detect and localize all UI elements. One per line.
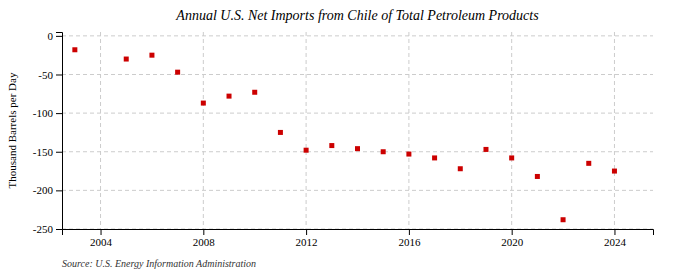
- x-tick: 2016: [398, 229, 421, 248]
- x-tick-mark: [203, 229, 204, 235]
- x-axis: 2004 2008 2012 2016 2020 2024: [63, 229, 654, 248]
- y-axis-title: Thousand Barrels per Day: [6, 72, 18, 188]
- point: [483, 147, 488, 152]
- y-tick-mark: [56, 74, 62, 75]
- y-tick-label: -100: [33, 107, 54, 119]
- point: [432, 155, 437, 160]
- point: [175, 70, 180, 75]
- y-tick-label: -150: [33, 146, 54, 158]
- x-tick-mark: [306, 229, 307, 235]
- point: [124, 57, 129, 62]
- y-tick-mark: [56, 229, 62, 230]
- point: [329, 143, 334, 148]
- x-grid-line: [203, 32, 204, 229]
- y-grid-line: [62, 151, 653, 152]
- x-tick-mark: [101, 229, 102, 235]
- y-tick: -250: [33, 223, 62, 235]
- title: Annual U.S. Net Imports from Chile of To…: [175, 8, 539, 23]
- y-tick-mark: [56, 152, 62, 153]
- point: [252, 90, 257, 95]
- x-axis-line: [63, 230, 654, 236]
- point: [201, 101, 206, 106]
- y-tick-mark: [56, 113, 62, 114]
- plot-area: 2004 2008 2012 2016 2020 2024 0 -50 -100 -150 -200…: [33, 30, 654, 248]
- point: [406, 152, 411, 157]
- y-grid-line: [62, 74, 653, 75]
- x-tick-label: 2004: [90, 236, 113, 248]
- x-grid-line: [100, 32, 101, 229]
- x-tick: 2004: [90, 229, 113, 248]
- y-tick: -200: [33, 184, 62, 196]
- x-tick: 2024: [604, 229, 627, 248]
- y-tick: -50: [38, 69, 62, 81]
- x-grid-line: [306, 32, 307, 229]
- point: [355, 146, 360, 151]
- chart: 2004 2008 2012 2016 2020 2024 0 -50 -100 -150 -200…: [0, 0, 675, 275]
- y-tick: 0: [48, 30, 63, 42]
- y-tick-label: -200: [33, 184, 54, 196]
- y-grid-line: [62, 190, 653, 191]
- point: [586, 161, 591, 166]
- y-tick: -150: [33, 146, 62, 158]
- x-grid-line: [614, 32, 615, 229]
- x-tick-mark: [614, 229, 615, 235]
- point: [612, 169, 617, 174]
- x-tick-mark: [409, 229, 410, 235]
- y-axis-line: [56, 33, 63, 230]
- grid: [62, 32, 653, 229]
- point: [227, 94, 232, 99]
- point: [381, 149, 386, 154]
- y-axis: 0 -50 -100 -150 -200 -250: [33, 30, 63, 235]
- x-grid-line: [408, 32, 409, 229]
- x-grid-line: [511, 32, 512, 229]
- x-tick: 2008: [193, 229, 216, 248]
- point: [535, 174, 540, 179]
- y-grid-line: [62, 113, 653, 114]
- x-tick-label: 2008: [193, 236, 216, 248]
- y-grid-line: [62, 35, 653, 36]
- point: [509, 155, 514, 160]
- point: [149, 53, 154, 58]
- x-tick-label: 2012: [296, 236, 318, 248]
- point: [72, 47, 77, 52]
- x-tick-label: 2020: [501, 236, 524, 248]
- x-tick-label: 2016: [398, 236, 421, 248]
- y-tick-label: 0: [48, 30, 54, 42]
- y-tick-label: -250: [33, 223, 54, 235]
- source-note: Source: U.S. Energy Information Administ…: [62, 258, 256, 269]
- point: [304, 148, 309, 153]
- point: [561, 217, 566, 222]
- x-tick: 2012: [296, 229, 318, 248]
- x-tick: 2020: [501, 229, 524, 248]
- y-tick-mark: [56, 190, 62, 191]
- point: [458, 166, 463, 171]
- point: [278, 130, 283, 135]
- y-tick-label: -50: [38, 69, 53, 81]
- points: [72, 47, 617, 222]
- y-tick: -100: [33, 107, 62, 119]
- x-tick-mark: [512, 229, 513, 235]
- x-tick-label: 2024: [604, 236, 627, 248]
- y-tick-mark: [56, 36, 62, 37]
